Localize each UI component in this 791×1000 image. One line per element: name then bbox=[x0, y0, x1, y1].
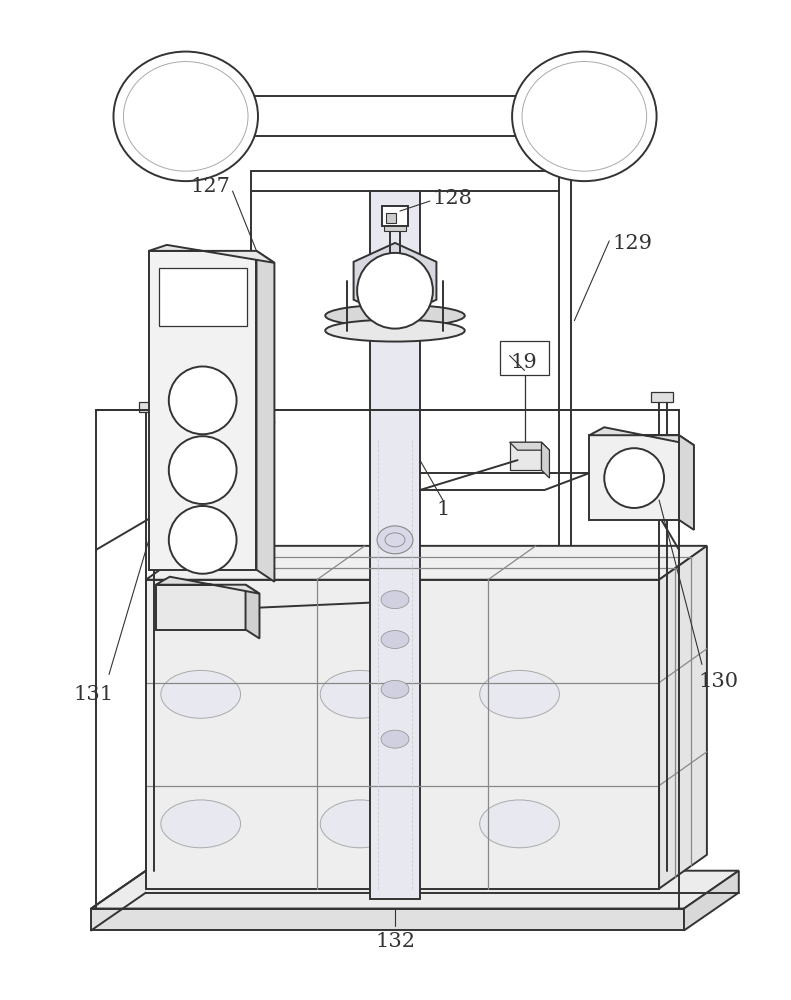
Text: 1: 1 bbox=[436, 500, 449, 519]
Bar bbox=[384, 225, 406, 231]
Ellipse shape bbox=[381, 680, 409, 698]
Ellipse shape bbox=[381, 591, 409, 609]
Ellipse shape bbox=[325, 305, 465, 327]
Polygon shape bbox=[91, 871, 739, 909]
Ellipse shape bbox=[479, 670, 559, 718]
Text: 129: 129 bbox=[612, 234, 652, 253]
Bar bbox=[509, 442, 542, 470]
Ellipse shape bbox=[320, 670, 400, 718]
Bar bbox=[370, 191, 420, 899]
Circle shape bbox=[604, 448, 664, 508]
Text: 19: 19 bbox=[510, 353, 537, 372]
Polygon shape bbox=[542, 442, 550, 478]
Circle shape bbox=[168, 436, 237, 504]
Ellipse shape bbox=[381, 631, 409, 648]
Text: 128: 128 bbox=[433, 189, 473, 208]
Bar bbox=[500, 341, 550, 375]
Ellipse shape bbox=[325, 320, 465, 342]
Polygon shape bbox=[659, 546, 707, 889]
Polygon shape bbox=[156, 577, 259, 594]
Bar bbox=[386, 213, 396, 223]
Polygon shape bbox=[354, 243, 437, 319]
Polygon shape bbox=[149, 245, 274, 263]
Bar bbox=[159, 268, 247, 326]
Bar bbox=[589, 435, 679, 520]
Bar bbox=[149, 251, 256, 570]
Text: 130: 130 bbox=[698, 672, 739, 691]
Polygon shape bbox=[684, 871, 739, 930]
Circle shape bbox=[357, 253, 433, 329]
Ellipse shape bbox=[381, 730, 409, 748]
Bar bbox=[91, 909, 684, 930]
Text: 127: 127 bbox=[191, 177, 231, 196]
Ellipse shape bbox=[479, 800, 559, 848]
Bar bbox=[156, 585, 245, 630]
Ellipse shape bbox=[320, 800, 400, 848]
Bar bbox=[139, 402, 161, 412]
Bar bbox=[146, 580, 659, 889]
Text: 132: 132 bbox=[375, 932, 415, 951]
Circle shape bbox=[168, 506, 237, 574]
Ellipse shape bbox=[161, 670, 240, 718]
Polygon shape bbox=[146, 546, 707, 580]
Bar bbox=[651, 392, 673, 402]
Polygon shape bbox=[256, 251, 274, 582]
Polygon shape bbox=[509, 442, 550, 450]
Polygon shape bbox=[589, 427, 694, 445]
Text: 131: 131 bbox=[73, 685, 113, 704]
Ellipse shape bbox=[113, 52, 258, 181]
Bar bbox=[382, 206, 408, 226]
Ellipse shape bbox=[161, 800, 240, 848]
Ellipse shape bbox=[377, 526, 413, 554]
Circle shape bbox=[168, 366, 237, 434]
Ellipse shape bbox=[512, 52, 657, 181]
Polygon shape bbox=[679, 435, 694, 530]
Polygon shape bbox=[245, 585, 259, 639]
